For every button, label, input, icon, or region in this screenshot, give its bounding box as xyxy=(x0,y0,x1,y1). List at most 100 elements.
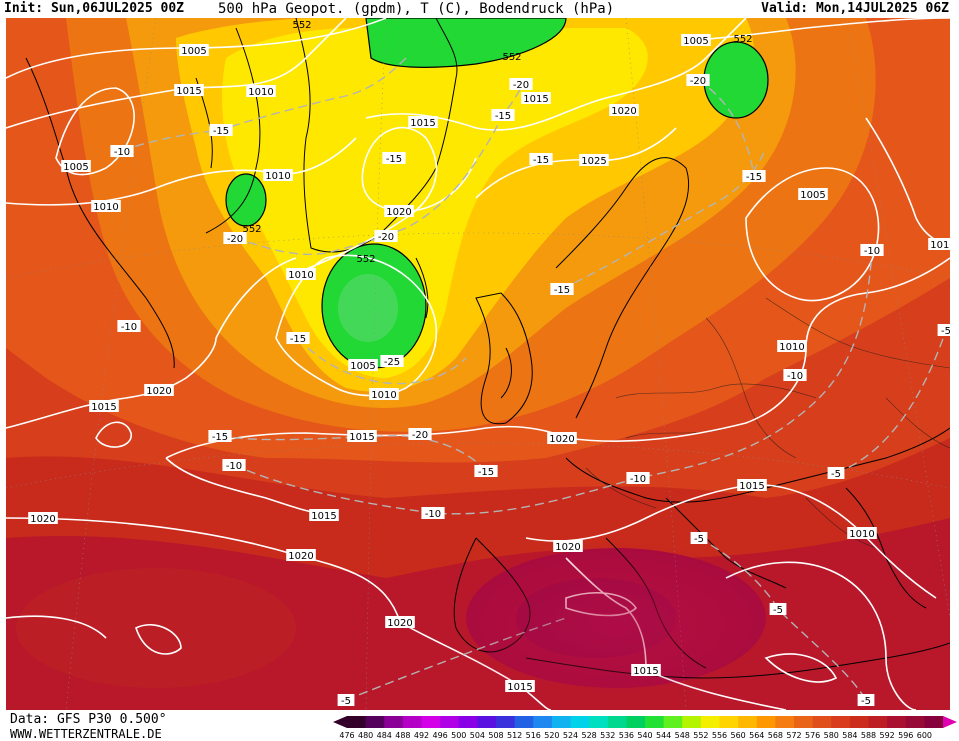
temperature-label: -5 xyxy=(937,324,950,337)
pressure-label-text: 1015 xyxy=(91,402,116,413)
legend-swatches xyxy=(333,716,957,728)
temperature-label-text: -5 xyxy=(831,469,841,480)
legend-level-label: 496 xyxy=(432,731,447,740)
pressure-label-box xyxy=(847,527,877,539)
pressure-label-box xyxy=(579,154,609,166)
legend-level-label: 588 xyxy=(861,731,876,740)
legend-level-label: 492 xyxy=(414,731,429,740)
cold-low-russia xyxy=(703,41,769,119)
pressure-label-box xyxy=(521,92,551,104)
legend-swatch xyxy=(347,716,367,728)
geopotential-label: 552 xyxy=(502,52,521,63)
pressure-label-text: 1020 xyxy=(30,514,55,525)
geopotential-label: 552 xyxy=(733,34,752,45)
temperature-label-text: -10 xyxy=(114,147,130,158)
legend-swatch xyxy=(440,716,460,728)
pressure-label-text: 1005 xyxy=(181,46,206,57)
pressure-label-text: 1005 xyxy=(683,36,708,47)
pressure-label-text: 1020 xyxy=(387,618,412,629)
pressure-label-box xyxy=(61,160,91,172)
temperature-label-box xyxy=(860,244,884,256)
temperature-label: -5 xyxy=(690,532,708,545)
temperature-label-box xyxy=(690,532,708,544)
pressure-label-box xyxy=(263,169,293,181)
pressure-label: 1020 xyxy=(385,616,415,629)
temperature-label-text: -5 xyxy=(861,696,871,707)
legend-swatch xyxy=(421,716,441,728)
pressure-label: 1005 xyxy=(179,44,209,57)
pressure-label: 1010 xyxy=(847,527,877,540)
temperature-label-box xyxy=(783,369,807,381)
legend-level-label: 572 xyxy=(786,731,801,740)
legend-level-label: 500 xyxy=(451,731,466,740)
temperature-label: -20 xyxy=(686,74,710,87)
geopotential-label-group: 552 552 552 552 552 xyxy=(242,20,752,265)
legend-level-label: 484 xyxy=(377,731,392,740)
temperature-label-box xyxy=(857,694,875,706)
temperature-label: -15 xyxy=(529,153,553,166)
temperature-label: -10 xyxy=(860,244,884,257)
legend-level-label: 552 xyxy=(693,731,708,740)
pressure-label: 1015 xyxy=(408,116,438,129)
pressure-label: 1015 xyxy=(505,680,535,693)
temperature-label-text: -15 xyxy=(746,172,762,183)
legend-left-arrow xyxy=(333,716,347,728)
temperature-label-box xyxy=(529,153,553,165)
pressure-label-text: 1005 xyxy=(63,162,88,173)
pressure-label-text: 1010 xyxy=(93,202,118,213)
temperature-label-box xyxy=(110,145,134,157)
temperature-label-text: -20 xyxy=(412,430,428,441)
legend-swatch xyxy=(477,716,497,728)
legend-swatch xyxy=(849,716,869,728)
temperature-label-text: -15 xyxy=(554,285,570,296)
pressure-label-box xyxy=(798,188,828,200)
pressure-label-box xyxy=(89,400,119,412)
legend-level-label: 524 xyxy=(563,731,578,740)
forecast-map: 552 552 552 552 552 1005 1015 1010 1005 1010… xyxy=(6,18,950,710)
pressure-label-text: 1020 xyxy=(549,434,574,445)
legend-level-label: 564 xyxy=(749,731,764,740)
temperature-label-text: -15 xyxy=(478,467,494,478)
pressure-label-box xyxy=(547,432,577,444)
legend-level-label: 532 xyxy=(600,731,615,740)
temperature-label-box xyxy=(208,430,232,442)
pressure-label: 1020 xyxy=(609,104,639,117)
temperature-label-text: -10 xyxy=(630,474,646,485)
legend-swatch xyxy=(626,716,646,728)
pressure-label: 1015 xyxy=(737,479,767,492)
legend-level-label: 596 xyxy=(898,731,913,740)
temperature-label: -15 xyxy=(286,332,310,345)
temperature-label: -10 xyxy=(626,472,650,485)
isobars xyxy=(6,18,950,710)
pressure-label-text: 1020 xyxy=(611,106,636,117)
init-time: Init: Sun,06JUL2025 00Z xyxy=(4,1,185,16)
legend-swatch xyxy=(589,716,609,728)
legend-swatch xyxy=(607,716,627,728)
temperature-label-text: -15 xyxy=(386,154,402,165)
pressure-label-text: 1015 xyxy=(349,432,374,443)
hotspot-overlay xyxy=(436,538,796,710)
temperature-label-text: -15 xyxy=(495,111,511,122)
temperature-label-box xyxy=(380,355,404,367)
temperature-label-text: -20 xyxy=(227,234,243,245)
legend-level-label: 488 xyxy=(395,731,410,740)
pressure-label: 1020 xyxy=(28,512,58,525)
legend-swatch xyxy=(719,716,739,728)
legend-swatch xyxy=(551,716,571,728)
temperature-label-text: -5 xyxy=(941,326,950,337)
pressure-label-text: 1010 xyxy=(371,390,396,401)
legend-level-label: 560 xyxy=(730,731,745,740)
pressure-label: 1010 xyxy=(777,340,807,353)
temperature-label-box xyxy=(474,465,498,477)
pressure-label-text: 1020 xyxy=(146,386,171,397)
pressure-label-box xyxy=(179,44,209,56)
data-source: Data: GFS P30 0.500° xyxy=(10,712,167,727)
pressure-label: 1010 xyxy=(91,200,121,213)
temperature-label-box xyxy=(421,507,445,519)
temperature-label: -20 xyxy=(374,230,398,243)
temperature-label-text: -20 xyxy=(378,232,394,243)
pressure-label-box xyxy=(928,238,950,250)
legend-swatch xyxy=(496,716,516,728)
legend-swatch xyxy=(645,716,665,728)
